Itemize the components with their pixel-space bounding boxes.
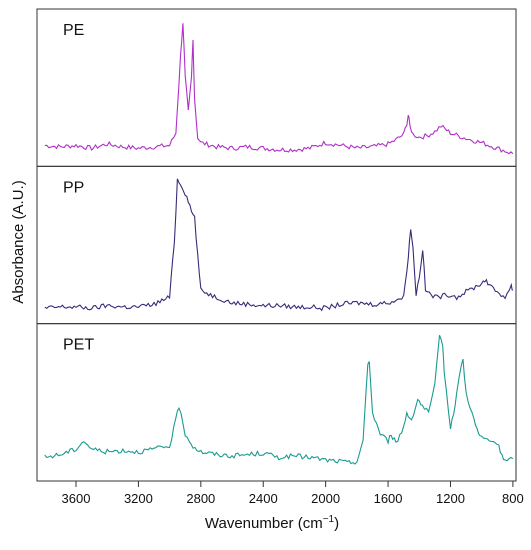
x-tick-label: 2000 xyxy=(311,491,340,506)
panel-pp: PP xyxy=(36,165,517,325)
panel-frame xyxy=(36,323,517,482)
x-axis-label: Wavenumber (cm−1) xyxy=(205,514,339,532)
panels: PE PP PET xyxy=(36,8,517,482)
panel-label-pp: PP xyxy=(63,179,84,196)
y-axis-label: Absorbance (A.U.) xyxy=(10,180,27,303)
x-tick-label: 1600 xyxy=(374,491,403,506)
x-tick-label: 2400 xyxy=(249,491,278,506)
panel-frame xyxy=(36,165,517,325)
series-line-pet xyxy=(44,335,514,465)
x-tick-label: 800 xyxy=(502,491,524,506)
x-axis-label-sup: −1 xyxy=(323,514,335,525)
panel-label-pet: PET xyxy=(63,337,94,354)
x-tick-label: 2800 xyxy=(186,491,215,506)
x-tick-label: 3600 xyxy=(62,491,91,506)
x-tick-label: 1200 xyxy=(436,491,465,506)
series-line-pp xyxy=(44,178,514,312)
x-axis-label-main: Wavenumber (cm xyxy=(205,515,323,532)
x-axis-label-end: ) xyxy=(334,515,339,532)
panel-label-pe: PE xyxy=(63,22,84,39)
panel-pet: PET xyxy=(36,323,517,482)
x-tick-label: 3200 xyxy=(124,491,153,506)
panel-pe: PE xyxy=(36,8,517,167)
series-line-pe xyxy=(44,23,514,155)
x-axis: 3600 3200 2800 2400 2000 1600 1200 800 xyxy=(62,481,524,506)
